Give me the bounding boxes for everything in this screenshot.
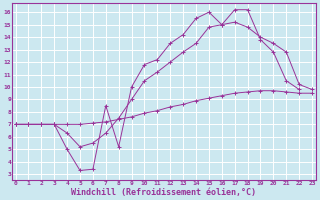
X-axis label: Windchill (Refroidissement éolien,°C): Windchill (Refroidissement éolien,°C) xyxy=(71,188,256,197)
